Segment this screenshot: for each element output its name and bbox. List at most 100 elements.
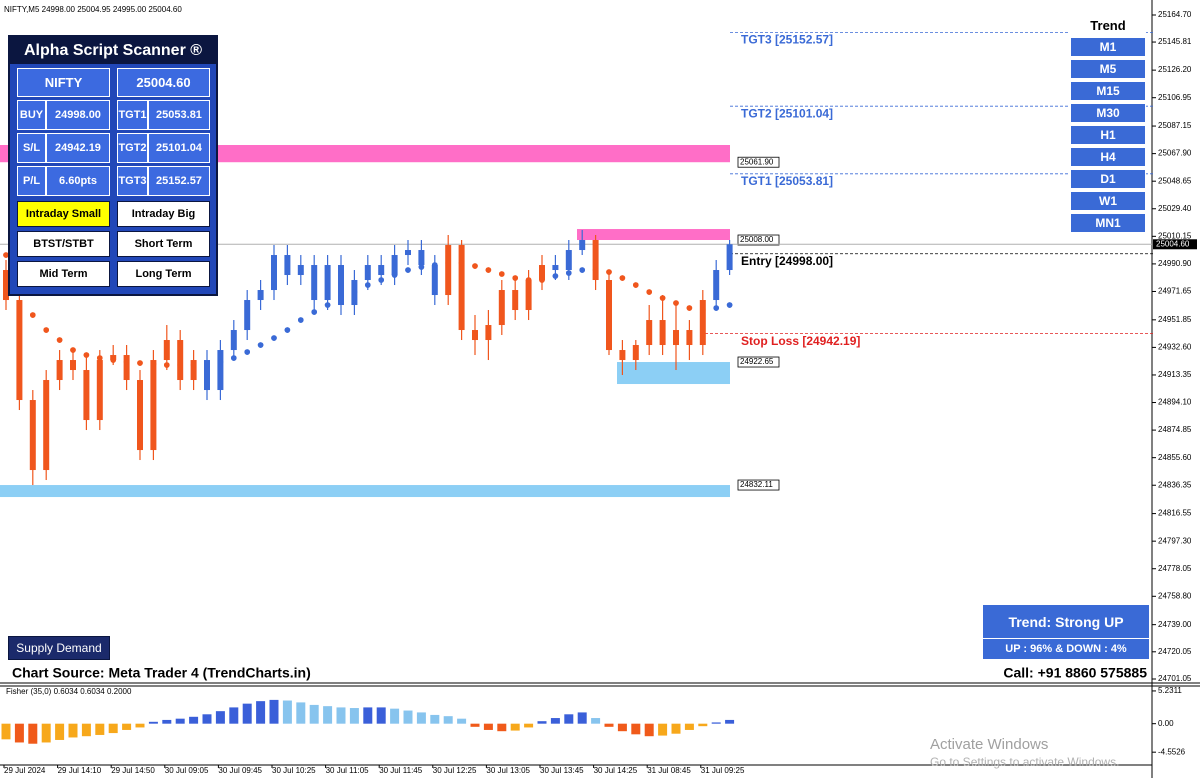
scanner-label: BUY [17, 100, 46, 130]
candle-body [713, 270, 720, 301]
indicator-bar [430, 714, 440, 724]
scanner-label: P/L [17, 166, 46, 196]
ma-dot [418, 264, 425, 270]
candle-body [699, 300, 706, 346]
ma-dot [298, 317, 304, 323]
indicator-bar [376, 707, 386, 724]
x-tick-label: 30 Jul 13:45 [540, 766, 584, 775]
indicator-bar [229, 707, 239, 724]
indicator-bar [336, 707, 346, 724]
ma-dot [43, 327, 49, 333]
scanner-label: TGT1 [117, 100, 148, 130]
ma-dot [244, 349, 250, 355]
ma-dot [164, 362, 170, 368]
indicator-bar [671, 723, 681, 734]
indicator-bar [202, 714, 212, 724]
y-tick-label: 25048.65 [1158, 176, 1192, 185]
price-label: 25004.60 [1156, 239, 1190, 248]
timeframe-button[interactable]: M1 [1070, 37, 1146, 57]
scanner-button[interactable]: Intraday Small [17, 201, 110, 227]
indicator-bar [296, 702, 306, 724]
indicator-bar [256, 701, 266, 724]
ma-dot [284, 327, 291, 333]
ma-dot [472, 263, 478, 269]
y-tick-label: 24836.35 [1158, 480, 1192, 489]
timeframe-button[interactable]: H1 [1070, 125, 1146, 145]
candle-body [619, 350, 626, 361]
timeframe-button[interactable]: M5 [1070, 59, 1146, 79]
scanner-button[interactable]: Mid Term [17, 261, 110, 287]
indicator-bar [470, 723, 480, 727]
y-tick-label: 24855.60 [1158, 453, 1192, 462]
ma-dot [445, 260, 452, 266]
ma-dot [365, 282, 371, 288]
y-tick-label: 25106.95 [1158, 93, 1192, 102]
level-label: Entry [24998.00] [741, 254, 833, 268]
supply-demand-button[interactable]: Supply Demand [8, 636, 110, 660]
indicator-bar [162, 719, 172, 724]
ma-dot [726, 302, 733, 308]
indicator-bar [81, 723, 91, 737]
y-tick-label: 25126.20 [1158, 65, 1192, 74]
ma-dot [592, 267, 599, 273]
x-tick-label: 31 Jul 09:25 [701, 766, 745, 775]
x-tick-label: 29 Jul 2024 [4, 766, 46, 775]
y-tick-label: 24894.10 [1158, 398, 1192, 407]
indicator-bar [658, 723, 668, 736]
ma-dot [110, 357, 116, 363]
scanner-button[interactable]: Long Term [117, 261, 210, 287]
ma-dot [713, 305, 719, 311]
indicator-bar [363, 707, 373, 724]
candle-body [56, 360, 63, 381]
ma-dot [405, 267, 411, 273]
candle-body [472, 330, 478, 341]
candle-body [230, 330, 237, 351]
x-tick-label: 31 Jul 08:45 [647, 766, 691, 775]
ma-dot [271, 335, 277, 341]
candle-body [324, 265, 331, 301]
scanner-button[interactable]: BTST/STBT [17, 231, 110, 257]
indicator-bar [189, 716, 199, 724]
ma-dot [324, 302, 331, 308]
scanner-value: 25152.57 [148, 166, 210, 196]
candle-body [163, 340, 170, 361]
ma-dot [338, 295, 344, 301]
indicator-bar [644, 723, 654, 737]
timeframe-button[interactable]: W1 [1070, 191, 1146, 211]
x-tick-label: 30 Jul 09:45 [218, 766, 262, 775]
timeframe-button[interactable]: M15 [1070, 81, 1146, 101]
scanner-button[interactable]: Intraday Big [117, 201, 210, 227]
indicator-bar [577, 712, 587, 724]
y-tick-label: 24971.65 [1158, 287, 1192, 296]
zone-label-box [737, 234, 780, 246]
source-note: Chart Source: Meta Trader 4 (TrendCharts… [12, 665, 311, 681]
scanner-price: 25004.60 [117, 68, 210, 97]
ma-dot [552, 273, 559, 279]
timeframe-button[interactable]: M30 [1070, 103, 1146, 123]
ma-dot [700, 307, 706, 313]
indicator-bar [390, 708, 400, 724]
ma-dot [432, 262, 438, 268]
indicator-bar [550, 718, 560, 724]
ma-dot [311, 309, 318, 315]
candle-body [525, 280, 532, 311]
candle-body [632, 345, 639, 361]
candle-body [70, 360, 76, 371]
call-note: Call: +91 8860 575885 [1003, 665, 1147, 681]
scanner-button[interactable]: Short Term [117, 231, 210, 257]
timeframe-button[interactable]: D1 [1070, 169, 1146, 189]
timeframe-button[interactable]: MN1 [1070, 213, 1146, 233]
ma-dot [525, 277, 532, 283]
scanner-symbol: NIFTY [17, 68, 110, 97]
scanner-value: 24942.19 [46, 133, 110, 163]
x-tick-label: 30 Jul 12:25 [433, 766, 477, 775]
scanner-panel: Alpha Script Scanner ® NIFTY 25004.60 BUY 2… [8, 35, 218, 296]
ma-dot [619, 275, 626, 281]
ma-dot [231, 355, 237, 361]
indicator-bar [684, 723, 694, 730]
timeframe-button[interactable]: H4 [1070, 147, 1146, 167]
zone [577, 229, 730, 241]
candle-body [579, 240, 586, 251]
candle-body [297, 265, 304, 276]
